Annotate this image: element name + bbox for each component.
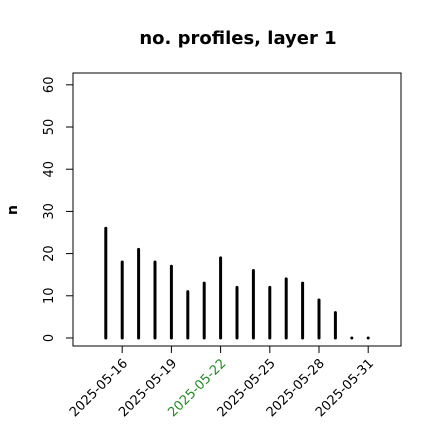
y-axis-label: n (5, 205, 21, 215)
y-tick-label: 10 (42, 288, 57, 305)
chart-title: no. profiles, layer 1 (139, 28, 336, 49)
y-tick-label: 20 (42, 245, 57, 262)
y-tick-label: 50 (42, 119, 57, 136)
y-tick-label: 60 (42, 77, 57, 94)
y-tick-label: 0 (42, 334, 57, 342)
y-tick-label: 30 (42, 203, 57, 220)
y-tick-label: 40 (42, 161, 57, 178)
